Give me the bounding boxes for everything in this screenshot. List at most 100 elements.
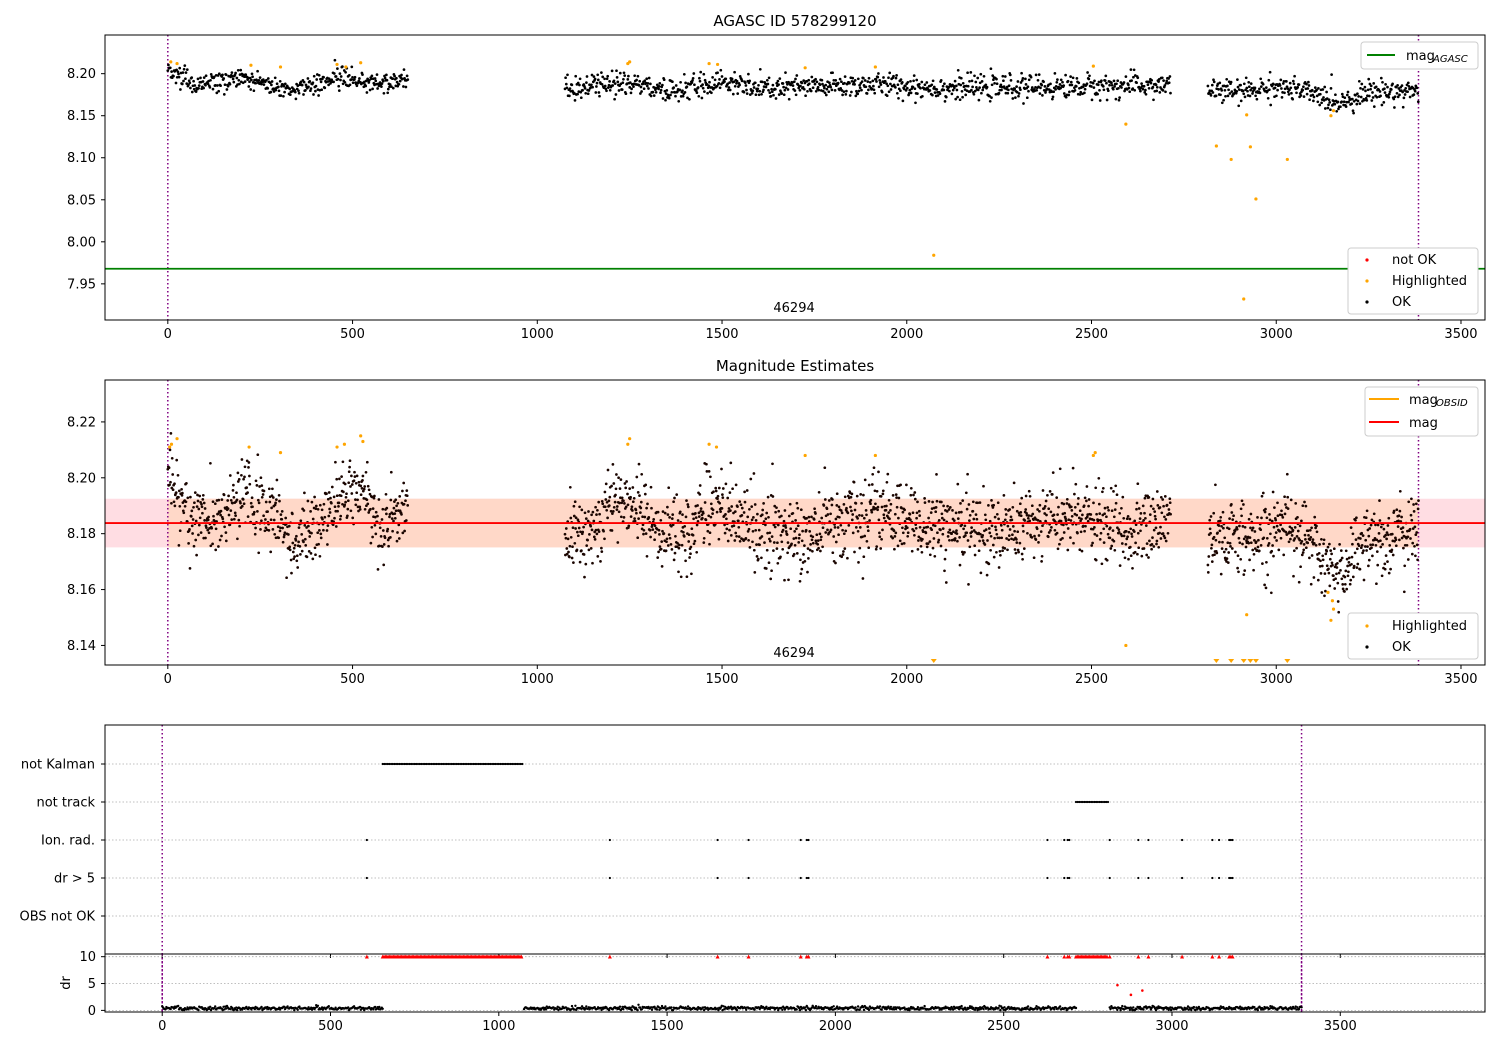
ok-point: [937, 519, 941, 522]
ok-point: [1254, 94, 1257, 98]
ok-point: [743, 490, 746, 494]
ok-point: [1037, 541, 1040, 544]
ok-point: [911, 85, 915, 89]
ok-point: [995, 512, 999, 516]
ok-point: [328, 507, 331, 511]
ok-point: [1336, 561, 1339, 565]
ok-point: [584, 562, 588, 566]
off-scale-marker: [1284, 659, 1291, 663]
ok-point: [867, 88, 870, 92]
ok-point: [393, 500, 396, 503]
ok-point: [798, 88, 802, 92]
ok-point: [1228, 92, 1232, 95]
ok-point: [1134, 523, 1138, 527]
ok-point: [683, 91, 687, 94]
ok-point: [1007, 538, 1011, 542]
ok-point: [316, 507, 320, 511]
ok-point: [1250, 528, 1254, 532]
ok-point: [1214, 483, 1217, 487]
ok-point: [743, 500, 747, 504]
ok-point: [590, 73, 594, 77]
ok-point: [994, 525, 997, 529]
ok-point: [787, 578, 790, 582]
ok-point: [1317, 551, 1321, 555]
ok-point: [1318, 565, 1322, 568]
ok-point: [1037, 73, 1041, 76]
ok-point: [931, 500, 934, 504]
ok-point: [1149, 504, 1153, 508]
ok-point: [1315, 94, 1319, 98]
ok-point: [708, 542, 711, 546]
ok-point: [1007, 88, 1010, 92]
ok-point: [1264, 586, 1268, 590]
ok-point: [620, 501, 624, 505]
ok-point: [588, 533, 591, 536]
ok-point: [830, 88, 834, 92]
ok-point: [700, 96, 704, 100]
ok-point: [842, 503, 846, 506]
ok-point: [250, 72, 254, 76]
ok-point: [312, 93, 315, 96]
ok-point: [809, 543, 812, 546]
ok-point: [674, 84, 678, 87]
ok-point: [339, 75, 343, 78]
ok-point: [1343, 590, 1346, 593]
ok-point: [821, 545, 824, 549]
ok-point: [1124, 75, 1128, 78]
ok-point: [1109, 547, 1113, 550]
ok-point: [1371, 96, 1375, 99]
ok-point: [707, 84, 711, 88]
ok-point: [747, 527, 751, 531]
flag-point: [1231, 838, 1234, 842]
flag-point: [1228, 876, 1231, 880]
flag-point: [608, 838, 611, 842]
ok-point: [227, 494, 230, 498]
ok-point: [320, 508, 324, 512]
ok-point: [1043, 504, 1047, 508]
flag-point: [507, 762, 510, 766]
ok-point: [839, 87, 843, 90]
ok-point: [1347, 556, 1351, 560]
ok-point: [1011, 533, 1014, 537]
ok-point: [402, 85, 405, 88]
ok-point: [207, 531, 211, 535]
highlighted-point: [626, 442, 630, 446]
ok-point: [302, 80, 306, 84]
ok-point: [746, 515, 750, 519]
ok-point: [866, 80, 870, 83]
ok-point: [264, 526, 268, 530]
ok-point: [172, 500, 176, 504]
ok-point: [236, 537, 239, 541]
ok-point: [1236, 554, 1240, 558]
ok-point: [772, 523, 776, 527]
ok-point: [366, 502, 370, 506]
ok-point: [1080, 517, 1083, 521]
ok-point: [381, 507, 385, 511]
ok-point: [747, 72, 750, 76]
ok-point: [1095, 512, 1098, 516]
ok-point: [667, 486, 671, 490]
ok-point: [215, 91, 219, 95]
ok-point: [626, 492, 629, 496]
ok-point: [601, 75, 605, 79]
ok-point: [996, 501, 1000, 505]
ok-point: [1276, 514, 1280, 518]
ok-point: [642, 87, 646, 91]
ok-point: [288, 93, 292, 97]
ok-point: [1371, 543, 1375, 547]
ok-point: [668, 536, 672, 540]
ok-point: [598, 512, 601, 516]
ok-point: [1347, 570, 1350, 574]
ok-point: [1381, 543, 1384, 546]
ok-point: [1374, 85, 1378, 89]
ok-point: [999, 553, 1002, 557]
ok-point: [811, 541, 815, 545]
highlighted-point: [1242, 297, 1246, 301]
ok-point: [691, 533, 695, 537]
ok-point: [1014, 551, 1018, 555]
ok-point: [912, 79, 915, 83]
ok-point: [239, 501, 242, 505]
ok-point: [209, 78, 212, 82]
ok-point: [1313, 515, 1317, 519]
